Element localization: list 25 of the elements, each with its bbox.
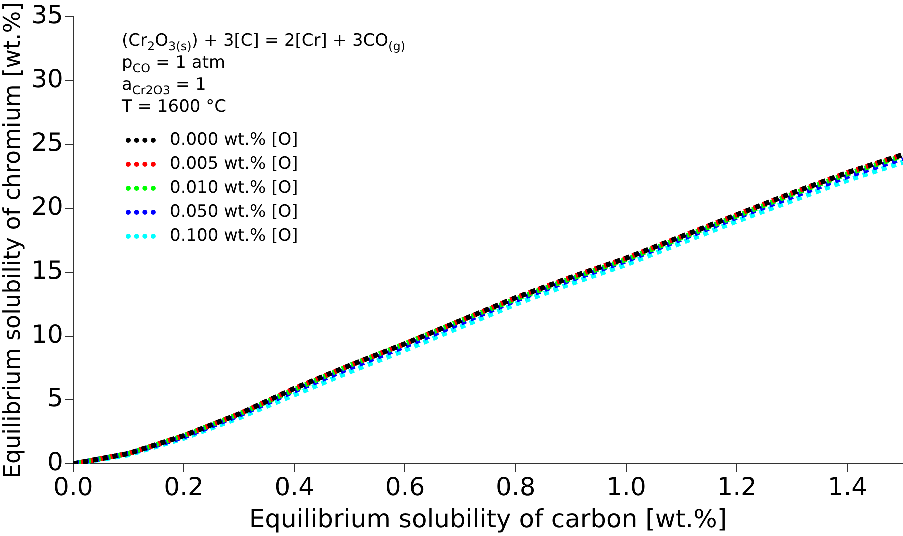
y-axis-title: Equilibrium solubility of chromium [wt.%] <box>0 2 26 479</box>
annotation: T = 1600 °C <box>122 96 228 118</box>
legend-label: 0.050 wt.% [O] <box>170 201 298 224</box>
y-tick-label: 20 <box>32 192 64 222</box>
x-tick-label: 0.2 <box>164 472 204 502</box>
x-axis-title: Equilibrium solubility of carbon [wt.%] <box>249 504 728 534</box>
x-tick-label: 1.4 <box>828 472 868 502</box>
y-tick-label: 5 <box>48 384 64 413</box>
x-tick-label: 1.2 <box>717 472 757 502</box>
legend-label: 0.100 wt.% [O] <box>170 225 298 248</box>
annotation: p$_{CO}$ = 1 atm <box>122 52 227 76</box>
x-tick-label: 0.8 <box>496 472 536 502</box>
legend-label: 0.005 wt.% [O] <box>170 153 298 176</box>
annotation: (Cr$_{2}$O$_{3(s)}$) + 3[C] = 2[Cr] + 3CO$_{(g)}$ <box>122 30 406 54</box>
legend-label: 0.000 wt.% [O] <box>170 129 298 152</box>
y-tick-label: 30 <box>32 64 64 94</box>
y-tick-label: 35 <box>32 0 64 30</box>
y-tick-label: 15 <box>32 256 64 285</box>
legend-label: 0.010 wt.% [O] <box>170 177 298 200</box>
annotation: a$_{Cr2O3}$ = 1 <box>122 74 208 98</box>
x-tick-label: 0.6 <box>385 472 426 502</box>
x-tick-label: 1.0 <box>606 472 646 502</box>
y-tick-label: 10 <box>32 320 64 349</box>
x-tick-label: 0.4 <box>274 472 315 502</box>
y-tick-label: 25 <box>32 128 64 158</box>
